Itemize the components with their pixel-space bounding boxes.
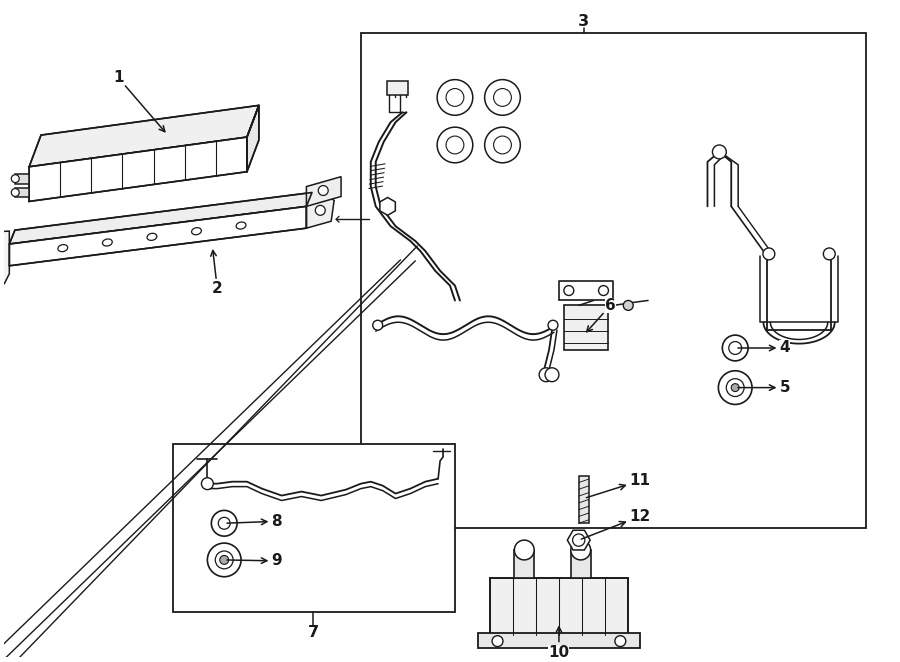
Circle shape bbox=[319, 185, 328, 195]
Bar bbox=[571, 550, 590, 578]
Circle shape bbox=[315, 205, 325, 215]
Polygon shape bbox=[29, 105, 259, 167]
Circle shape bbox=[212, 510, 237, 536]
Circle shape bbox=[220, 555, 229, 565]
Circle shape bbox=[729, 342, 742, 354]
Circle shape bbox=[485, 79, 520, 115]
Circle shape bbox=[713, 145, 726, 159]
Bar bbox=[173, 444, 455, 612]
Circle shape bbox=[545, 368, 559, 382]
Circle shape bbox=[763, 248, 775, 260]
Polygon shape bbox=[247, 105, 259, 171]
Circle shape bbox=[12, 189, 19, 197]
Bar bbox=[387, 81, 409, 95]
Circle shape bbox=[202, 478, 213, 490]
Circle shape bbox=[446, 89, 464, 107]
Circle shape bbox=[207, 543, 241, 577]
Bar bbox=[478, 633, 640, 648]
Polygon shape bbox=[9, 207, 306, 266]
Circle shape bbox=[215, 551, 233, 569]
Polygon shape bbox=[29, 137, 247, 201]
Circle shape bbox=[731, 384, 739, 391]
Circle shape bbox=[12, 175, 19, 183]
Text: 11: 11 bbox=[586, 473, 651, 498]
Ellipse shape bbox=[192, 228, 202, 235]
Bar bbox=[490, 578, 628, 635]
Text: 12: 12 bbox=[581, 509, 651, 539]
Bar bbox=[15, 187, 29, 197]
Text: 9: 9 bbox=[227, 553, 282, 569]
Text: 3: 3 bbox=[578, 14, 590, 28]
Circle shape bbox=[726, 379, 744, 397]
Text: 6: 6 bbox=[587, 298, 616, 332]
Text: 2: 2 bbox=[211, 250, 222, 296]
Circle shape bbox=[572, 534, 585, 546]
Circle shape bbox=[437, 79, 472, 115]
Ellipse shape bbox=[103, 239, 112, 246]
Circle shape bbox=[437, 127, 472, 163]
Circle shape bbox=[723, 335, 748, 361]
Bar bbox=[515, 550, 535, 578]
Circle shape bbox=[624, 301, 634, 310]
Circle shape bbox=[564, 285, 574, 295]
Polygon shape bbox=[380, 197, 395, 215]
Circle shape bbox=[485, 127, 520, 163]
Text: 4: 4 bbox=[738, 340, 790, 355]
Polygon shape bbox=[306, 177, 341, 207]
Circle shape bbox=[515, 540, 535, 560]
Circle shape bbox=[571, 540, 590, 560]
Circle shape bbox=[718, 371, 752, 404]
Circle shape bbox=[492, 636, 503, 647]
Bar bbox=[15, 173, 29, 183]
Circle shape bbox=[219, 517, 230, 529]
Bar bbox=[361, 33, 866, 528]
Circle shape bbox=[373, 320, 382, 330]
Text: 8: 8 bbox=[227, 514, 282, 529]
Text: 1: 1 bbox=[113, 70, 165, 132]
Circle shape bbox=[548, 320, 558, 330]
Bar bbox=[564, 305, 608, 350]
Ellipse shape bbox=[147, 233, 157, 240]
Polygon shape bbox=[9, 193, 312, 244]
Circle shape bbox=[615, 636, 626, 647]
Circle shape bbox=[598, 285, 608, 295]
Polygon shape bbox=[567, 530, 590, 550]
Circle shape bbox=[493, 89, 511, 107]
Polygon shape bbox=[0, 231, 9, 285]
Bar bbox=[579, 476, 589, 523]
Text: 10: 10 bbox=[548, 627, 570, 659]
Circle shape bbox=[824, 248, 835, 260]
Polygon shape bbox=[306, 193, 334, 228]
Circle shape bbox=[493, 136, 511, 154]
Ellipse shape bbox=[236, 222, 246, 229]
Text: 5: 5 bbox=[738, 380, 790, 395]
Text: 7: 7 bbox=[308, 625, 319, 639]
Circle shape bbox=[539, 368, 553, 382]
Circle shape bbox=[446, 136, 464, 154]
Ellipse shape bbox=[58, 244, 68, 252]
